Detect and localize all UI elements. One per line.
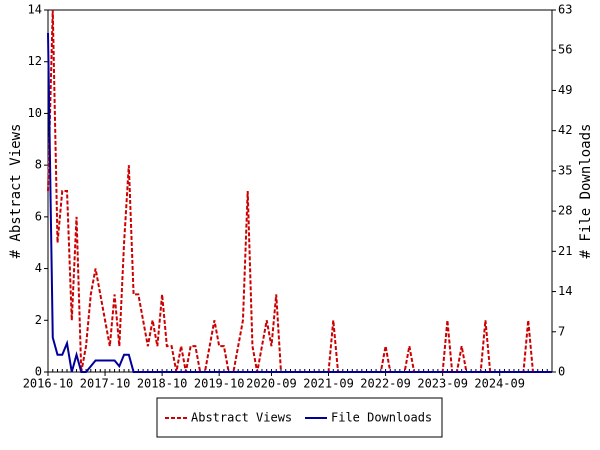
y2-tick-label: 63 <box>558 3 572 17</box>
x-tick-label: 2020-09 <box>246 377 297 391</box>
legend-box <box>156 397 443 438</box>
series-line <box>47 32 552 373</box>
y2-tick-label: 7 <box>558 324 565 338</box>
y-tick-label: 8 <box>35 158 42 172</box>
legend-label: Abstract Views <box>191 411 292 425</box>
plot-area <box>47 9 553 373</box>
x-tick-label: 2021-09 <box>303 377 354 391</box>
y2-tick-label: 56 <box>558 43 572 57</box>
series-line <box>47 9 552 373</box>
y2-tick-label: 21 <box>558 244 572 258</box>
y2-tick-label: 49 <box>558 83 572 97</box>
y-tick-label: 0 <box>35 365 42 379</box>
legend-label: File Downloads <box>331 411 432 425</box>
y-tick-label: 14 <box>28 3 42 17</box>
y-tick-label: 6 <box>35 209 42 223</box>
y-tick-label: 10 <box>28 106 42 120</box>
y2-tick-label: 14 <box>558 284 572 298</box>
y-tick-label: 12 <box>28 54 42 68</box>
x-tick-label: 2022-09 <box>360 377 411 391</box>
y2-axis-label: # File Downloads <box>578 124 594 259</box>
x-tick-label: 2023-09 <box>417 377 468 391</box>
y2-tick-label: 35 <box>558 163 572 177</box>
y-axis-label: # Abstract Views <box>8 124 24 259</box>
x-tick-label: 2018-10 <box>137 377 188 391</box>
y2-tick-label: 42 <box>558 123 572 137</box>
y2-tick-label: 0 <box>558 365 565 379</box>
y-tick-label: 4 <box>35 261 42 275</box>
y2-tick-label: 28 <box>558 204 572 218</box>
x-tick-label: 2024-09 <box>474 377 525 391</box>
y-tick-label: 2 <box>35 313 42 327</box>
x-tick-label: 2017-10 <box>80 377 131 391</box>
x-tick-label: 2019-10 <box>194 377 245 391</box>
x-tick-label: 2016-10 <box>23 377 74 391</box>
